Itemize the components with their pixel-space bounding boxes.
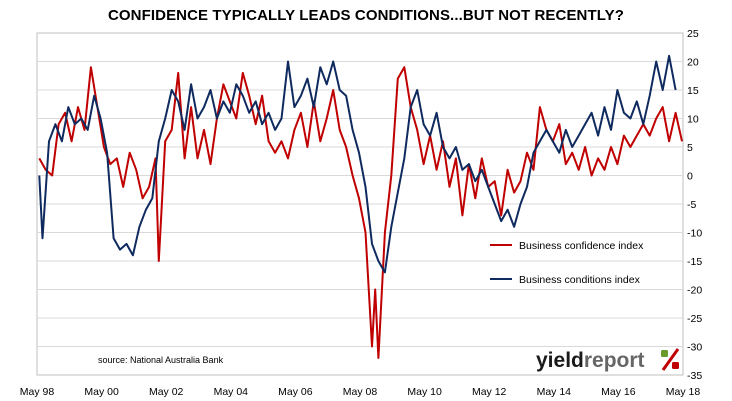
x-tick-label: May 12: [472, 386, 507, 398]
yieldreport-logo: yieldreport: [536, 348, 680, 372]
y-axis-tick-labels: 25 20 15 10 5 0 -5 -10 -15 -20 -25 -30 -35: [687, 28, 702, 382]
y-tick-label: -20: [687, 285, 702, 297]
x-tick-label: May 18: [666, 386, 701, 398]
x-tick-label: May 02: [149, 386, 184, 398]
logo-text-report: report: [584, 349, 645, 372]
x-tick-label: May 16: [601, 386, 636, 398]
chart-title: CONFIDENCE TYPICALLY LEADS CONDITIONS...…: [107, 7, 624, 24]
legend-label-confidence: Business confidence index: [519, 240, 644, 252]
legend-label-conditions: Business conditions index: [519, 274, 641, 286]
y-tick-label: 0: [687, 171, 693, 183]
y-tick-label: -30: [687, 342, 702, 354]
x-axis-tick-labels: May 98 May 00 May 02 May 04 May 06 May 08 May …: [20, 386, 701, 398]
x-tick-label: May 10: [407, 386, 442, 398]
x-tick-label: May 04: [214, 386, 249, 398]
x-tick-label: May 00: [84, 386, 119, 398]
y-tick-label: 15: [687, 85, 699, 97]
logo-text-yield: yield: [536, 349, 584, 372]
y-tick-label: 5: [687, 142, 693, 154]
legend: Business confidence index Business condi…: [490, 240, 644, 286]
source-note: source: National Australia Bank: [98, 355, 224, 365]
x-tick-label: May 06: [278, 386, 313, 398]
y-tick-label: -10: [687, 228, 702, 240]
y-tick-label: -15: [687, 256, 702, 268]
y-tick-label: -5: [687, 199, 696, 211]
percent-icon: [661, 348, 680, 371]
y-tick-label: 25: [687, 28, 699, 40]
series-line-conditions: [38, 54, 677, 274]
y-tick-label: 20: [687, 57, 699, 69]
grid-lines: [37, 61, 683, 347]
series-line-confidence: [38, 66, 683, 359]
y-tick-label: 10: [687, 114, 699, 126]
logo-wordmark: yieldreport: [536, 349, 645, 372]
x-tick-label: May 08: [343, 386, 378, 398]
x-tick-label: May 98: [20, 386, 55, 398]
y-tick-label: -35: [687, 370, 702, 382]
series-layer: [38, 54, 683, 359]
y-tick-label: -25: [687, 313, 702, 325]
x-tick-label: May 14: [537, 386, 572, 398]
